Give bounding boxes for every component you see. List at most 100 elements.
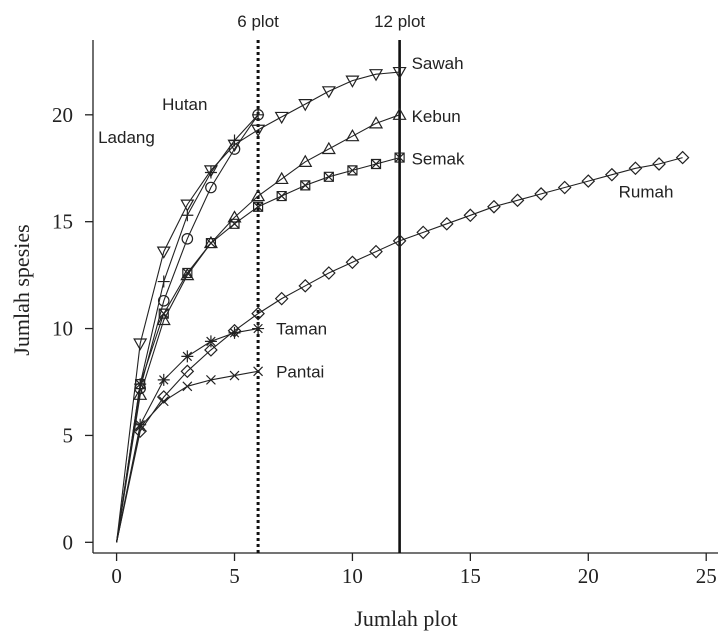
x-tick-label-25: 25 [696, 564, 717, 588]
axes: 0 5 10 15 20 25 0 5 10 15 20 [52, 40, 718, 588]
point-rumah-10 [345, 255, 360, 270]
point-semak-2 [158, 308, 169, 319]
series-label-semak: Semak [412, 150, 465, 169]
point-rumah-7 [274, 291, 289, 306]
point-hutan-2 [157, 294, 170, 307]
point-sawah-9 [321, 86, 336, 99]
point-rumah-18 [534, 187, 548, 201]
point-rumah-19 [557, 180, 572, 195]
series-label-pantai: Pantai [276, 362, 324, 381]
point-taman-4 [204, 335, 217, 348]
point-sawah-10 [345, 75, 360, 88]
series-label-ladang: Ladang [98, 128, 155, 147]
series-rumah [116, 150, 690, 543]
x-axis-title: Jumlah plot [354, 606, 457, 631]
point-rumah-9 [322, 266, 336, 280]
series-taman [116, 322, 265, 543]
point-semak-1 [135, 379, 146, 390]
point-rumah-2 [156, 390, 171, 404]
x-tick-label-10: 10 [342, 564, 363, 588]
point-pantai-5 [229, 370, 240, 381]
point-kebun-6 [251, 188, 266, 202]
point-rumah-20 [581, 174, 596, 188]
point-pantai-4 [206, 374, 216, 385]
series-pantai [116, 366, 264, 543]
point-semak-7 [276, 190, 287, 202]
point-sawah-3 [180, 199, 195, 212]
series-label-sawah: Sawah [412, 54, 464, 73]
point-rumah-11 [369, 244, 383, 259]
point-hutan-4 [205, 181, 217, 194]
point-taman-1 [134, 418, 147, 431]
point-sawah-11 [368, 69, 384, 82]
point-kebun-11 [368, 116, 384, 129]
y-tick-label-20: 20 [52, 103, 73, 127]
y-tick-label-5: 5 [63, 423, 74, 447]
point-pantai-3 [182, 381, 193, 392]
point-pantai-1 [135, 421, 146, 432]
y-tick-label-10: 10 [52, 317, 73, 341]
point-taman-5 [228, 326, 241, 339]
point-semak-9 [323, 171, 334, 182]
point-rumah-21 [605, 167, 619, 182]
point-kebun-7 [274, 171, 289, 185]
point-rumah-8 [298, 278, 313, 293]
x-tick-label-5: 5 [229, 564, 240, 588]
y-tick-label-0: 0 [63, 530, 74, 554]
point-semak-4 [205, 237, 217, 249]
point-kebun-5 [227, 210, 242, 223]
point-kebun-3 [180, 267, 195, 281]
x-tick-label-0: 0 [111, 564, 122, 588]
point-kebun-2 [156, 312, 171, 326]
point-rumah-12 [392, 234, 407, 248]
reference-label-6: 6 plot [237, 12, 279, 31]
series-label-hutan: Hutan [162, 95, 207, 114]
series-group [116, 66, 690, 543]
point-rumah-22 [628, 161, 643, 176]
point-rumah-17 [510, 193, 525, 208]
reference-label-12: 12 plot [374, 12, 425, 31]
point-rumah-13 [416, 225, 431, 240]
point-sawah-7 [274, 111, 289, 125]
point-sawah-8 [298, 99, 313, 112]
point-kebun-8 [298, 154, 313, 167]
point-sawah-4 [203, 165, 218, 178]
point-sawah-2 [156, 246, 171, 259]
point-rumah-15 [463, 208, 478, 223]
point-kebun-12 [392, 107, 407, 120]
point-kebun-9 [321, 141, 336, 155]
series-label-taman: Taman [276, 320, 327, 339]
series-label-kebun: Kebun [412, 107, 461, 126]
y-axis-title: Jumlah spesies [9, 224, 34, 355]
point-semak-5 [229, 218, 240, 229]
point-semak-6 [252, 201, 264, 212]
series-line-rumah [116, 157, 683, 543]
point-kebun-10 [345, 128, 360, 142]
series-sawah [116, 66, 407, 543]
series-line-sawah [116, 71, 400, 543]
point-rumah-24 [675, 150, 690, 165]
point-rumah-6 [251, 306, 265, 321]
point-semak-12 [394, 152, 405, 163]
point-semak-10 [347, 165, 358, 176]
point-sawah-6 [251, 124, 266, 137]
point-taman-2 [157, 373, 170, 386]
point-rumah-23 [652, 157, 666, 171]
x-tick-label-20: 20 [578, 564, 599, 588]
point-kebun-1 [133, 387, 148, 400]
point-taman-6 [252, 322, 265, 335]
point-pantai-6 [253, 366, 264, 377]
point-sawah-1 [133, 338, 148, 351]
point-semak-3 [182, 267, 193, 279]
point-sawah-5 [227, 139, 242, 152]
x-tick-label-15: 15 [460, 564, 481, 588]
y-tick-label-15: 15 [52, 210, 73, 234]
point-rumah-16 [487, 199, 501, 214]
series-label-rumah: Rumah [619, 183, 674, 202]
point-ladang-2 [157, 275, 170, 288]
point-rumah-4 [204, 343, 218, 357]
series-labels: Hutan Ladang Sawah Kebun Semak Rumah Taman Pant… [98, 54, 673, 381]
series-semak [116, 152, 405, 543]
point-semak-11 [370, 158, 382, 170]
